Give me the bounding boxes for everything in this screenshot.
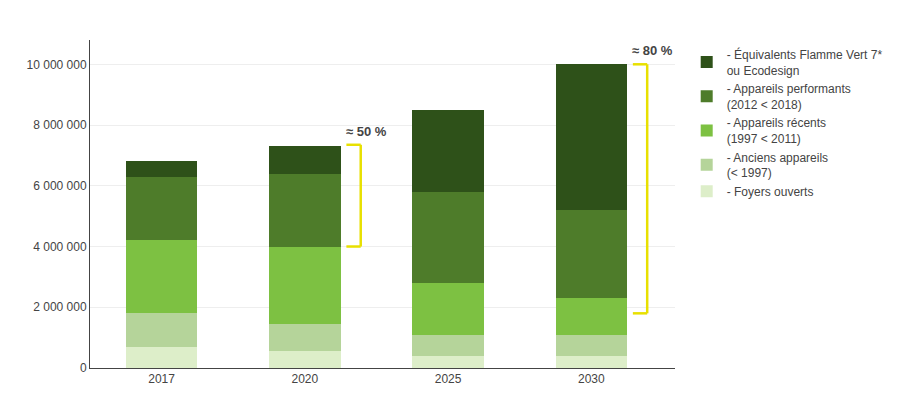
svg-text:- Foyers ouverts: - Foyers ouverts [727,185,814,199]
svg-text:≈ 80 %: ≈ 80 % [632,43,673,58]
svg-text:8 000 000: 8 000 000 [33,118,87,132]
svg-text:4 000 000: 4 000 000 [33,240,87,254]
svg-text:6 000 000: 6 000 000 [33,179,87,193]
svg-text:2017: 2017 [148,372,175,386]
svg-text:2030: 2030 [578,372,605,386]
svg-text:- Anciens appareils(< 1997): - Anciens appareils(< 1997) [727,151,828,181]
svg-text:2 000 000: 2 000 000 [33,300,87,314]
svg-text:- Appareils performants(2012 <: - Appareils performants(2012 < 2018) [727,82,851,112]
svg-text:≈ 50 %: ≈ 50 % [346,124,387,139]
svg-text:2025: 2025 [435,372,462,386]
svg-text:2020: 2020 [291,372,318,386]
svg-text:- Équivalents Flamme Vert 7*ou: - Équivalents Flamme Vert 7*ou Ecodesign [727,47,883,78]
svg-text:- Appareils récents(1997 < 201: - Appareils récents(1997 < 2011) [727,116,826,146]
svg-text:10 000 000: 10 000 000 [27,58,87,72]
svg-text:0: 0 [80,361,87,375]
